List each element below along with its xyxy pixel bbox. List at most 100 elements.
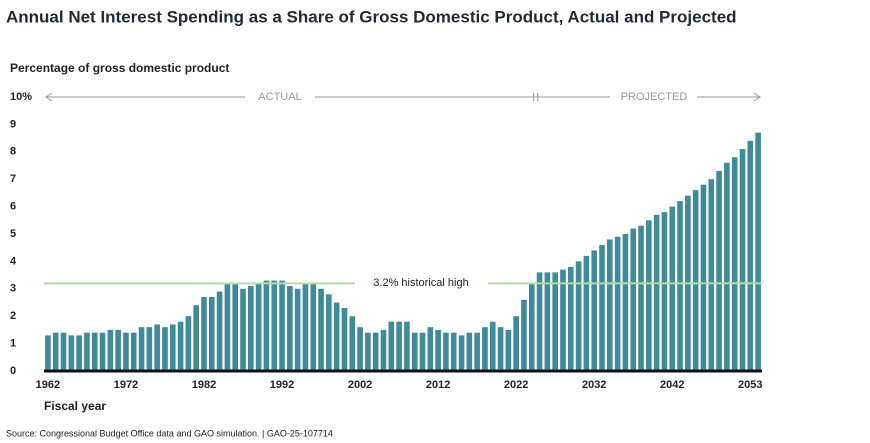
bar (248, 286, 254, 371)
bar (341, 307, 348, 371)
bar (614, 236, 621, 371)
bar (755, 132, 761, 371)
x-tick-label: 1972 (114, 379, 138, 391)
bar (661, 212, 668, 371)
bar (575, 261, 582, 371)
bar (318, 288, 324, 371)
source: Source: Congressional Budget Office data… (6, 428, 333, 438)
y-tick-label: 2 (10, 310, 16, 322)
x-tick-label: 2042 (660, 379, 684, 391)
bar (404, 321, 410, 371)
y-tick-label: 0 (10, 365, 16, 377)
bar (68, 335, 75, 371)
bar (380, 329, 387, 371)
bar (365, 332, 371, 371)
y-tick-label: 7 (10, 173, 16, 185)
bar (130, 332, 137, 371)
bar (474, 332, 480, 371)
bar (747, 140, 754, 371)
bar (271, 280, 278, 371)
chart-title: Annual Net Interest Spending as a Share … (6, 7, 737, 26)
bar (76, 335, 82, 371)
x-axis-label: Fiscal year (44, 399, 106, 413)
x-tick-label: 2032 (582, 379, 606, 391)
reference-label: 3.2% historical high (373, 277, 468, 289)
projected-label: PROJECTED (621, 91, 688, 103)
bar (193, 305, 199, 371)
x-tick-label: 2022 (504, 379, 528, 391)
bar (349, 316, 356, 371)
bar (739, 149, 746, 371)
bar (396, 321, 402, 371)
bar (107, 329, 114, 371)
bar (450, 332, 457, 371)
y-tick-label: 6 (10, 201, 16, 213)
bar (669, 206, 676, 371)
bar (700, 184, 707, 371)
bar (716, 170, 722, 371)
bar (708, 179, 715, 371)
bar (333, 302, 340, 371)
bar (169, 324, 176, 371)
y-tick-label: 8 (10, 146, 16, 158)
bar (310, 283, 317, 371)
x-tick-label: 1982 (192, 379, 216, 391)
bar (52, 332, 59, 371)
bar (255, 283, 262, 371)
bar (146, 327, 153, 371)
bar (630, 228, 637, 371)
bar (232, 283, 239, 371)
bar (411, 332, 418, 371)
bar (458, 335, 465, 371)
bar (294, 288, 301, 371)
bar (607, 239, 613, 371)
bar (302, 283, 309, 371)
bar (443, 332, 449, 371)
bar (505, 329, 512, 371)
bar (216, 291, 223, 371)
bar (263, 280, 270, 371)
bar (154, 324, 160, 371)
bar (583, 255, 590, 371)
bar (177, 321, 184, 371)
x-tick-label: 2012 (426, 379, 450, 391)
bar (677, 201, 683, 371)
y-tick-label: 3 (10, 283, 16, 295)
bar (279, 280, 285, 371)
bar (724, 162, 730, 371)
bar (528, 283, 535, 371)
bar (60, 332, 67, 371)
y-tick-label: 5 (10, 228, 16, 240)
bar (591, 250, 598, 371)
x-tick-label: 2002 (348, 379, 372, 391)
bar (544, 272, 551, 371)
bar (435, 329, 441, 371)
bar (622, 234, 629, 371)
bar (536, 272, 543, 371)
bar (552, 272, 558, 371)
bar (240, 288, 246, 371)
bar (287, 286, 293, 371)
bar (357, 327, 363, 371)
x-tick-label: 1962 (36, 379, 60, 391)
y-axis-label: Percentage of gross domestic product (10, 61, 229, 75)
bar (162, 327, 168, 371)
bar (372, 332, 379, 371)
bar (224, 283, 231, 371)
arrowhead (45, 92, 53, 102)
bar (567, 266, 574, 371)
bar (466, 332, 473, 371)
x-tick-label: 1992 (270, 379, 294, 391)
bar (138, 327, 145, 371)
bar (482, 327, 488, 371)
bar (646, 220, 652, 371)
bar (692, 190, 699, 371)
bar (560, 269, 566, 371)
bar (45, 335, 51, 371)
bar (427, 327, 434, 371)
bar (99, 332, 106, 371)
bar (201, 297, 207, 371)
x-tick-label: 2053 (738, 379, 762, 391)
bar (84, 332, 90, 371)
